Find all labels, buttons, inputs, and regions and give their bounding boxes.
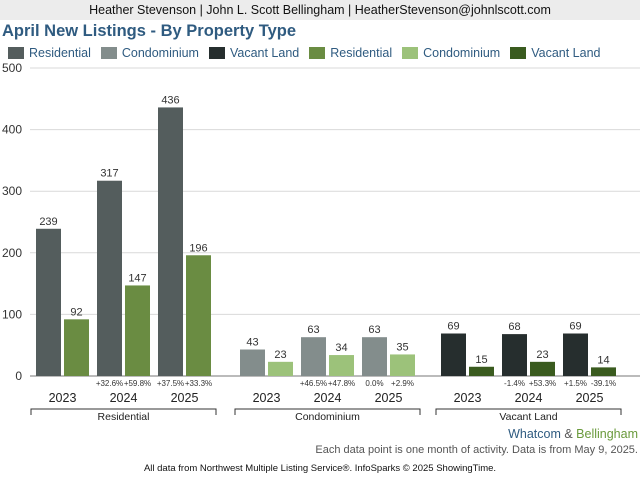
- bar-dark: [97, 180, 122, 376]
- bar-value-label: 92: [70, 306, 82, 318]
- bar-dark: [240, 349, 265, 376]
- legend-swatch: [8, 47, 24, 59]
- bar-value-label: 63: [307, 324, 319, 336]
- legend-label: Vacant Land: [229, 46, 300, 60]
- group-label: Vacant Land: [499, 411, 557, 423]
- bar-light: [329, 355, 354, 376]
- legend-item-residential-light: Residential: [309, 46, 392, 60]
- x-tick-label-year: 2025: [576, 391, 604, 405]
- change-label: -39.1%: [591, 379, 616, 388]
- change-label: +2.9%: [391, 379, 414, 388]
- y-tick-label: 400: [2, 123, 22, 137]
- bar-value-label: 196: [189, 242, 207, 254]
- group-bracket: [234, 408, 421, 415]
- bar-dark: [362, 337, 387, 376]
- bar-value-label: 23: [536, 349, 548, 361]
- group-bracket: [435, 408, 622, 415]
- y-tick-label: 500: [2, 61, 22, 75]
- x-tick-label-year: 2023: [253, 391, 281, 405]
- bar-value-label: 34: [335, 342, 347, 354]
- legend-swatch: [309, 47, 326, 59]
- legend-label: Condominium: [121, 46, 199, 60]
- agent-header: Heather Stevenson | John L. Scott Bellin…: [0, 0, 640, 20]
- legend-label: Residential: [29, 46, 91, 60]
- bar-dark: [158, 107, 183, 376]
- legend-item-vacant-land-light: Vacant Land: [510, 46, 601, 60]
- bar-value-label: 436: [161, 94, 179, 106]
- group-label: Residential: [98, 411, 150, 423]
- legend-label: Vacant Land: [531, 46, 601, 60]
- legend-label: Condominium: [423, 46, 501, 60]
- x-tick-label-year: 2024: [110, 391, 138, 405]
- legend-swatch: [402, 47, 419, 59]
- group-label: Condominium: [295, 411, 360, 423]
- legend-item-condominium-dark: Condominium: [100, 46, 199, 60]
- market-label: Whatcom & Bellingham: [508, 427, 638, 441]
- bar-value-label: 23: [274, 349, 286, 361]
- bar-light: [268, 361, 293, 376]
- legend-swatch: [100, 47, 117, 59]
- bar-value-label: 68: [508, 321, 520, 333]
- change-label: +46.5%: [300, 379, 327, 388]
- chart-legend: Residential Condominium Vacant Land Resi…: [8, 44, 601, 62]
- chart-title: April New Listings - By Property Type: [2, 22, 296, 40]
- bar-value-label: 317: [100, 168, 118, 180]
- bar-dark: [441, 333, 466, 376]
- bar-value-label: 14: [597, 354, 609, 366]
- market-city: Bellingham: [576, 427, 638, 441]
- change-label: 0.0%: [365, 379, 383, 388]
- bar-value-label: 15: [475, 354, 487, 366]
- bar-light: [591, 367, 616, 376]
- x-tick-label-year: 2025: [171, 391, 199, 405]
- legend-item-condominium-light: Condominium: [402, 46, 500, 60]
- bar-dark: [301, 337, 326, 376]
- x-tick-label-year: 2024: [515, 391, 543, 405]
- bar-light: [469, 366, 494, 376]
- legend-item-residential-dark: Residential: [8, 46, 91, 60]
- bar-value-label: 63: [368, 324, 380, 336]
- bar-value-label: 35: [396, 341, 408, 353]
- group-bracket: [30, 408, 217, 415]
- legend-swatch: [208, 47, 225, 59]
- bar-light: [530, 361, 555, 376]
- bar-dark: [36, 228, 61, 376]
- change-label: +32.6%: [96, 379, 123, 388]
- bar-value-label: 147: [128, 272, 146, 284]
- market-ampersand: &: [560, 427, 577, 441]
- market-county: Whatcom: [508, 427, 561, 441]
- bar-light: [186, 255, 211, 376]
- y-tick-label: 0: [15, 369, 22, 383]
- y-tick-label: 200: [2, 246, 22, 260]
- bar-value-label: 69: [569, 320, 581, 332]
- x-tick-label-year: 2023: [454, 391, 482, 405]
- data-source: All data from Northwest Multiple Listing…: [143, 463, 497, 474]
- bar-value-label: 43: [246, 337, 258, 349]
- change-label: -1.4%: [504, 379, 525, 388]
- legend-label: Residential: [330, 46, 393, 60]
- bar-chart: 0 100 200 300 400 500 239 92 2023 317 147 +32.6% +59…: [2, 61, 640, 423]
- bar-dark: [563, 333, 588, 376]
- x-tick-label-year: 2024: [314, 391, 342, 405]
- legend-item-vacant-land-dark: Vacant Land: [208, 46, 300, 60]
- bar-value-label: 239: [39, 216, 57, 228]
- change-label: +1.5%: [564, 379, 587, 388]
- bar-light: [390, 354, 415, 376]
- data-note: Each data point is one month of activity…: [315, 444, 638, 456]
- change-label: +47.8%: [328, 379, 355, 388]
- y-tick-label: 100: [2, 307, 22, 321]
- y-tick-label: 300: [2, 184, 22, 198]
- legend-swatch: [510, 47, 527, 59]
- change-label: +37.5%: [157, 379, 184, 388]
- change-label: +59.8%: [124, 379, 151, 388]
- change-label: +33.3%: [185, 379, 212, 388]
- bar-dark: [502, 334, 527, 376]
- bar-light: [64, 319, 89, 376]
- bar-light: [125, 285, 150, 376]
- change-label: +53.3%: [529, 379, 556, 388]
- bar-value-label: 69: [447, 320, 459, 332]
- x-tick-label-year: 2023: [49, 391, 77, 405]
- x-tick-label-year: 2025: [375, 391, 403, 405]
